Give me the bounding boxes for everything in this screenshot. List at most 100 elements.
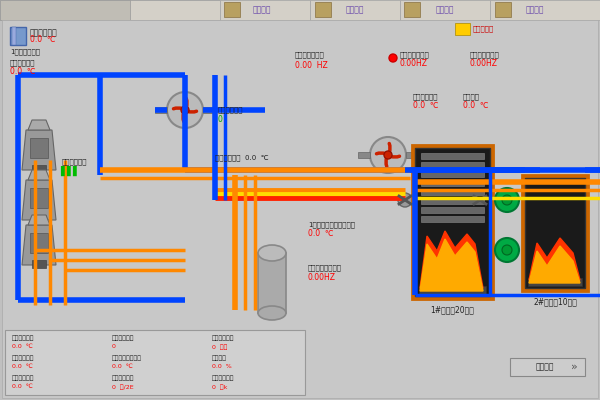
- Polygon shape: [529, 238, 580, 280]
- Polygon shape: [22, 130, 56, 170]
- Text: 0  千/2E: 0 千/2E: [112, 384, 134, 390]
- Text: 回水泵输出频率: 回水泵输出频率: [295, 52, 325, 58]
- FancyBboxPatch shape: [406, 152, 418, 158]
- Text: 0.00HZ: 0.00HZ: [308, 272, 336, 282]
- FancyBboxPatch shape: [415, 148, 490, 296]
- FancyArrowPatch shape: [186, 98, 187, 108]
- FancyArrowPatch shape: [183, 112, 184, 122]
- Circle shape: [495, 238, 519, 262]
- Text: 0.0  ℃: 0.0 ℃: [12, 344, 33, 350]
- FancyBboxPatch shape: [421, 189, 484, 195]
- Circle shape: [502, 195, 512, 205]
- Text: ▌: ▌: [66, 166, 74, 176]
- FancyBboxPatch shape: [203, 107, 215, 113]
- FancyBboxPatch shape: [223, 2, 239, 16]
- Text: 0.0  ℃: 0.0 ℃: [308, 230, 334, 238]
- Text: 0.0  ℃: 0.0 ℃: [463, 102, 488, 110]
- Text: »: »: [571, 362, 577, 372]
- FancyBboxPatch shape: [510, 358, 585, 376]
- Polygon shape: [28, 170, 50, 180]
- FancyArrowPatch shape: [389, 144, 390, 152]
- Polygon shape: [420, 231, 483, 288]
- Text: 0.0  ℃: 0.0 ℃: [30, 36, 56, 44]
- Text: 一期供水温度: 一期供水温度: [12, 335, 35, 341]
- Text: 0: 0: [112, 344, 116, 350]
- FancyBboxPatch shape: [421, 153, 484, 159]
- Circle shape: [181, 106, 189, 114]
- Text: 0  吨k: 0 吨k: [212, 384, 227, 390]
- FancyBboxPatch shape: [421, 171, 484, 177]
- FancyBboxPatch shape: [400, 0, 490, 20]
- FancyBboxPatch shape: [421, 198, 484, 204]
- FancyBboxPatch shape: [522, 175, 588, 291]
- Text: 2#锅炉（10吨）: 2#锅炉（10吨）: [533, 298, 577, 306]
- Text: 0.0  ℃: 0.0 ℃: [12, 384, 33, 390]
- FancyBboxPatch shape: [155, 107, 167, 113]
- FancyBboxPatch shape: [421, 207, 484, 213]
- Text: ▌: ▌: [72, 166, 80, 176]
- FancyBboxPatch shape: [494, 2, 511, 16]
- Circle shape: [384, 151, 392, 159]
- FancyArrowPatch shape: [376, 153, 386, 154]
- Text: 鼓风机输出频率: 鼓风机输出频率: [470, 52, 500, 58]
- Text: 锅炉供水温度  0.0  ℃: 锅炉供水温度 0.0 ℃: [215, 155, 269, 161]
- Text: 用户平均耗热: 用户平均耗热: [62, 159, 88, 165]
- Polygon shape: [28, 120, 50, 130]
- Text: 0.0  ℃: 0.0 ℃: [12, 364, 33, 370]
- FancyBboxPatch shape: [421, 216, 484, 222]
- Text: 均定燃烧热值: 均定燃烧热值: [112, 375, 134, 381]
- FancyBboxPatch shape: [490, 0, 600, 20]
- FancyBboxPatch shape: [10, 27, 26, 45]
- FancyBboxPatch shape: [528, 278, 582, 286]
- FancyBboxPatch shape: [30, 188, 48, 208]
- FancyBboxPatch shape: [358, 152, 370, 158]
- Text: ▌: ▌: [60, 166, 68, 176]
- Text: 锅炉出水温度: 锅炉出水温度: [413, 94, 439, 100]
- Text: 累计燃烧用量: 累计燃烧用量: [212, 375, 235, 381]
- FancyBboxPatch shape: [421, 162, 484, 168]
- Text: 锅炉输出热量: 锅炉输出热量: [212, 335, 235, 341]
- FancyArrowPatch shape: [386, 158, 387, 166]
- Polygon shape: [22, 225, 56, 265]
- Circle shape: [370, 137, 406, 173]
- FancyBboxPatch shape: [32, 165, 46, 173]
- Polygon shape: [529, 246, 580, 283]
- FancyBboxPatch shape: [30, 233, 48, 253]
- FancyArrowPatch shape: [391, 156, 400, 157]
- Text: 0: 0: [218, 116, 223, 124]
- Ellipse shape: [258, 306, 286, 320]
- Text: 二期供水温度: 二期供水温度: [12, 355, 35, 361]
- FancyBboxPatch shape: [310, 0, 400, 20]
- Text: 0.00HZ: 0.00HZ: [400, 60, 428, 68]
- FancyBboxPatch shape: [2, 20, 598, 398]
- FancyBboxPatch shape: [421, 180, 484, 186]
- Text: 排烟温度: 排烟温度: [463, 94, 480, 100]
- Text: 1#锅炉（20吨）: 1#锅炉（20吨）: [431, 306, 475, 314]
- Circle shape: [502, 245, 512, 255]
- Circle shape: [495, 188, 519, 212]
- Circle shape: [473, 193, 487, 207]
- FancyBboxPatch shape: [0, 0, 600, 20]
- FancyBboxPatch shape: [525, 178, 585, 288]
- FancyBboxPatch shape: [258, 253, 286, 313]
- Text: 引风机输出频率: 引风机输出频率: [400, 52, 430, 58]
- FancyArrowPatch shape: [173, 108, 182, 109]
- FancyBboxPatch shape: [419, 286, 486, 294]
- Text: 三期供水温度: 三期供水温度: [12, 375, 35, 381]
- Circle shape: [167, 92, 203, 128]
- Text: 0  兆千: 0 兆千: [212, 344, 227, 350]
- FancyBboxPatch shape: [12, 27, 16, 45]
- FancyBboxPatch shape: [220, 0, 310, 20]
- FancyBboxPatch shape: [0, 0, 130, 20]
- FancyBboxPatch shape: [32, 215, 46, 223]
- Polygon shape: [22, 180, 56, 220]
- Text: 锅炉出水流量: 锅炉出水流量: [112, 335, 134, 341]
- Text: 0.00HZ: 0.00HZ: [470, 60, 498, 68]
- Text: 0.00  HZ: 0.00 HZ: [295, 60, 328, 70]
- Text: 室外天气温度: 室外天气温度: [30, 28, 58, 38]
- Polygon shape: [420, 239, 483, 291]
- Text: 锅炉出水流量: 锅炉出水流量: [218, 107, 244, 113]
- FancyBboxPatch shape: [412, 145, 493, 299]
- Text: 0.0  ℃: 0.0 ℃: [10, 66, 35, 76]
- Text: 热网回水温度: 热网回水温度: [10, 60, 35, 66]
